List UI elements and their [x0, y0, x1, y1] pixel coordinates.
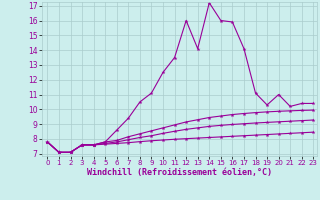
X-axis label: Windchill (Refroidissement éolien,°C): Windchill (Refroidissement éolien,°C)	[87, 168, 272, 177]
